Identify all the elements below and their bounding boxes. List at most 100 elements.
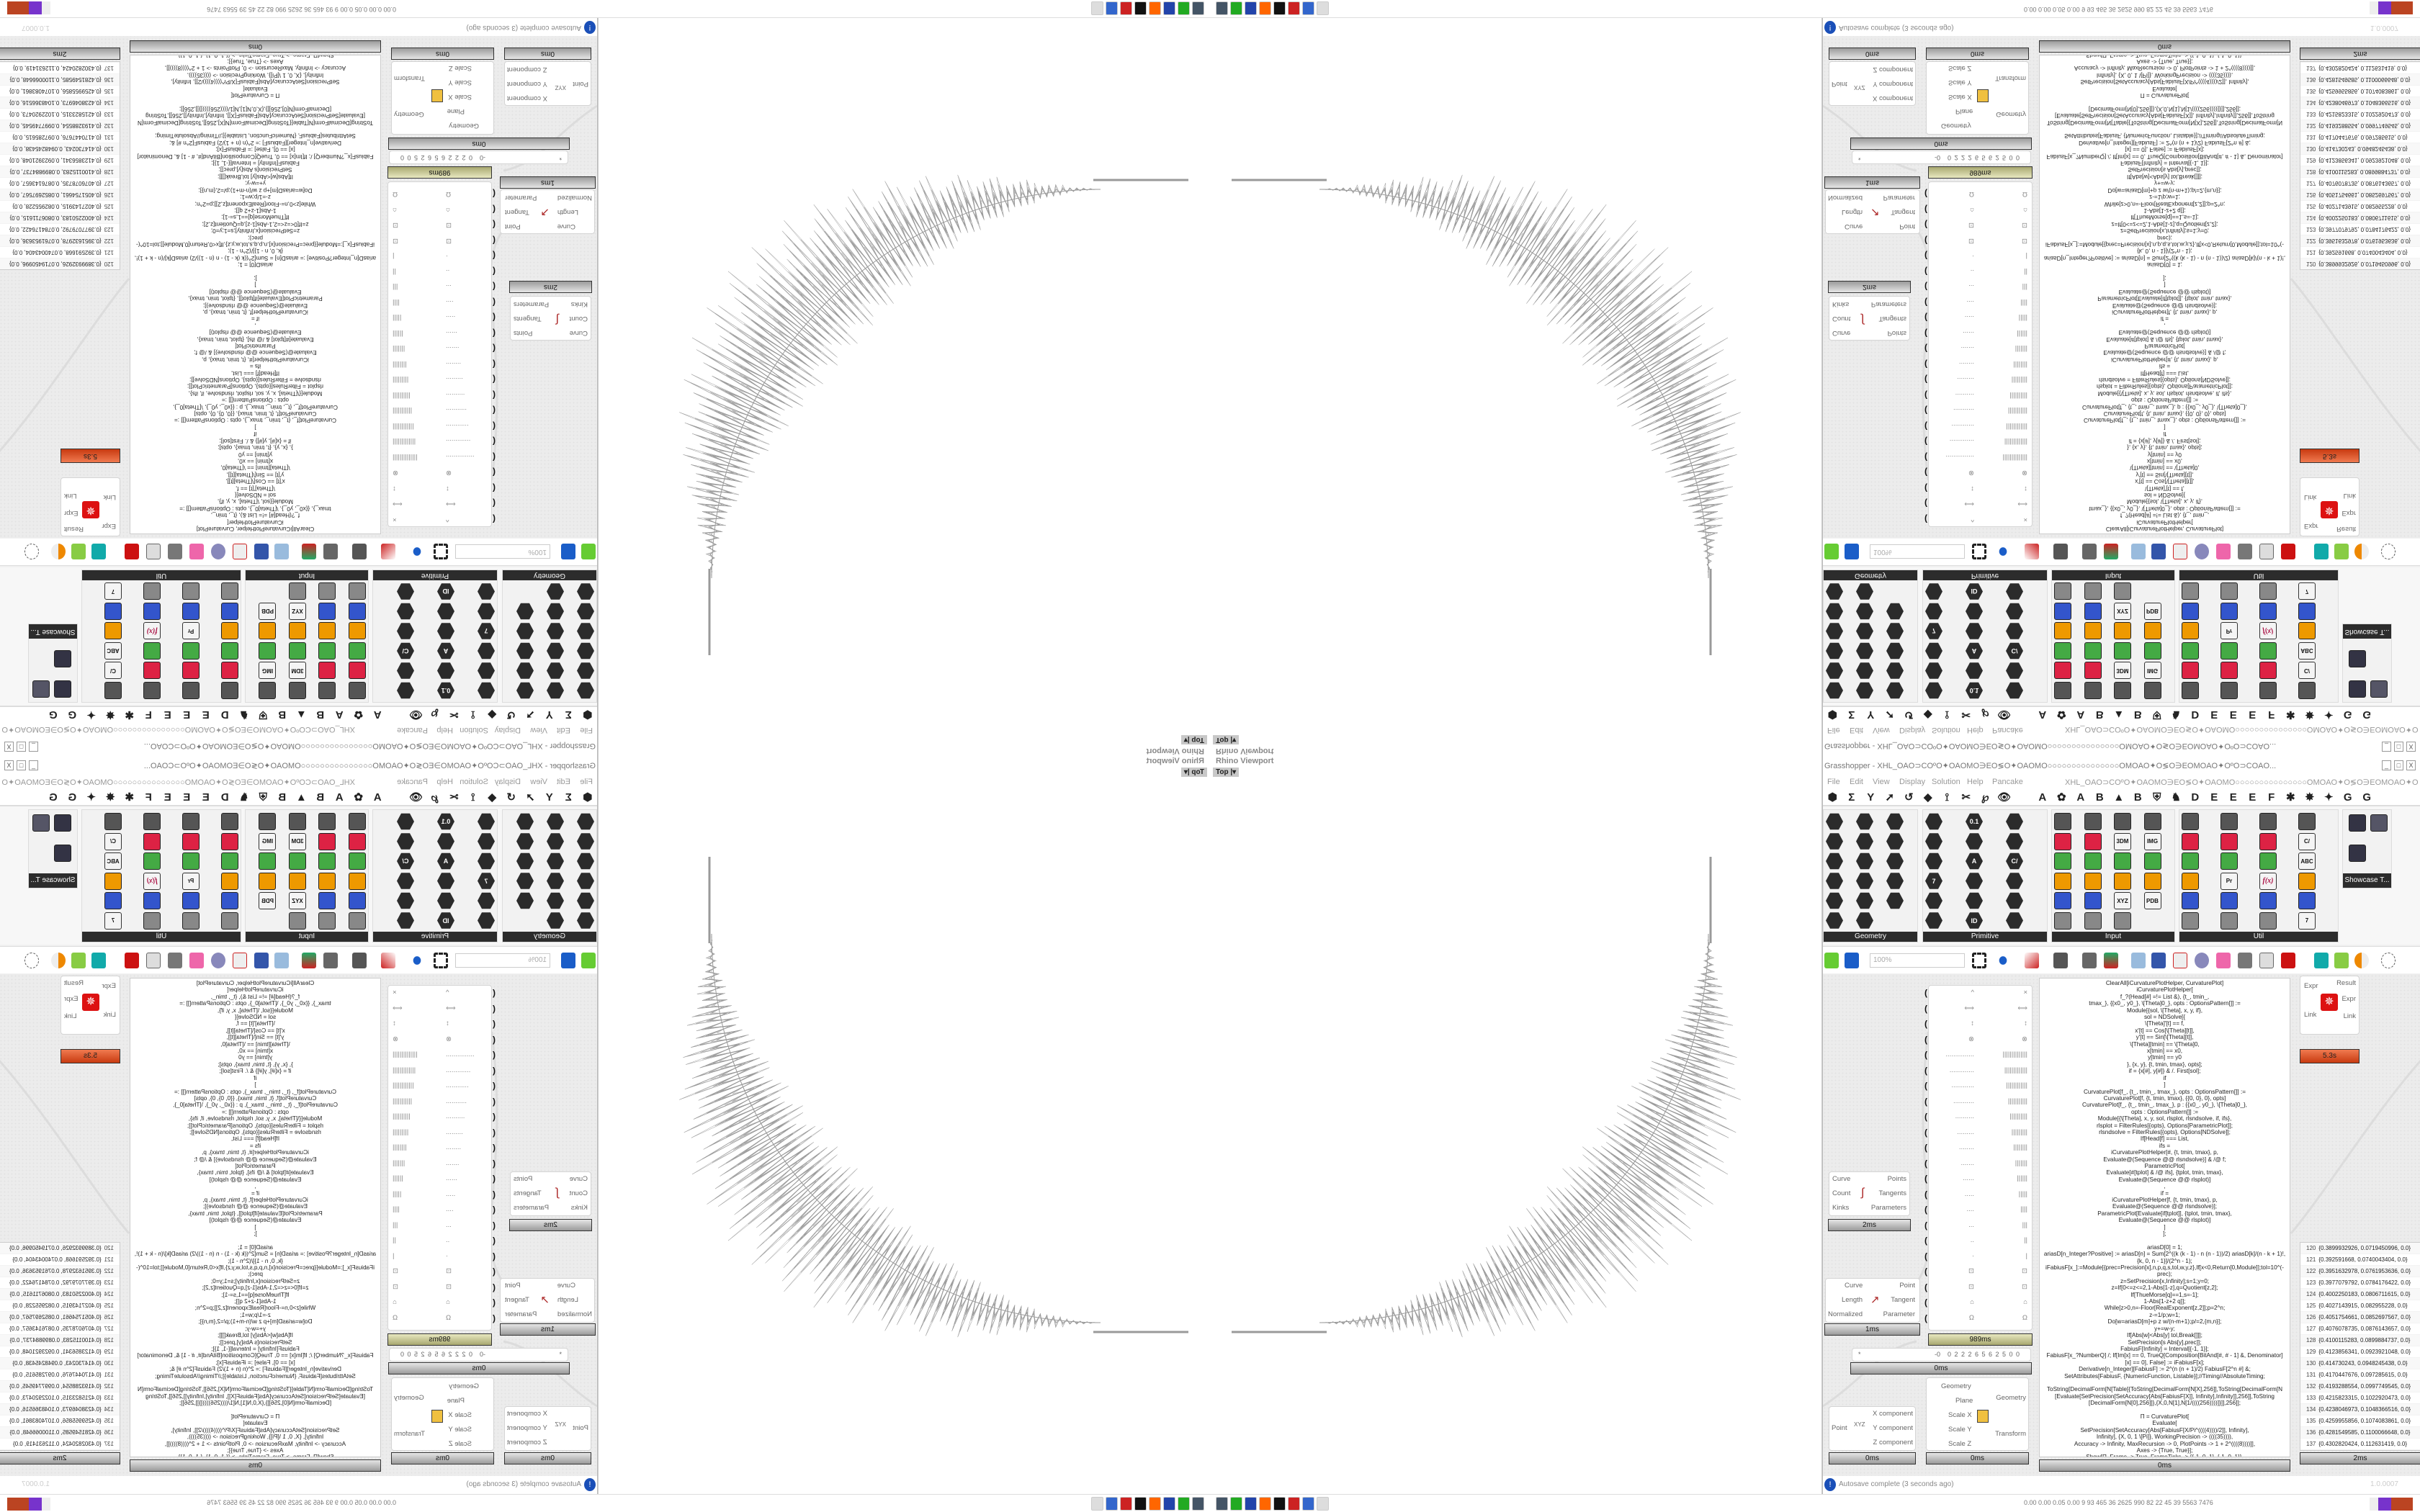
preview-eye-icon[interactable] [410,953,424,968]
input-scale-x[interactable]: Scale X [448,93,472,101]
maximize-button[interactable]: □ [17,742,26,752]
7-icon[interactable]: 7 [2298,912,2316,930]
tab-28[interactable]: G [2362,791,2372,804]
star-icon[interactable] [1925,662,1942,680]
close-button[interactable]: X [4,742,14,752]
inkscape-icon[interactable] [1134,1497,1147,1511]
input-grip[interactable]: ( [1924,421,1927,431]
mesh-icon[interactable] [1856,833,1873,850]
maximize-button[interactable]: □ [2394,742,2403,752]
magnet-icon[interactable] [221,832,238,850]
window-icon[interactable] [233,544,247,559]
tree-icon[interactable] [2006,833,2023,850]
branch-icon[interactable] [2006,583,2023,600]
graph-icon[interactable] [1925,603,1942,620]
tab-4[interactable]: ↺ [1904,791,1914,804]
matrix-icon[interactable] [1925,642,1942,660]
input-grip[interactable]: ( [1924,343,1927,354]
output-z[interactable]: Z component [1873,66,1913,73]
eye-icon[interactable] [2182,603,2199,620]
number-slider[interactable]: * -0 0 2 2 2 6 5 6 2 5 0 0 [389,150,568,164]
input-grip[interactable]: ( [493,467,496,478]
gha-icon[interactable] [2151,953,2166,968]
hex-grid-icon[interactable] [397,813,414,830]
output-point[interactable]: Point [505,1282,521,1290]
minimize-button[interactable]: _ [29,742,38,752]
divide-curve-component[interactable]: Curve Count Kinks Points Tangents Parame… [510,296,591,341]
output-point[interactable]: Point [1899,222,1915,230]
axes-icon[interactable] [2104,953,2118,968]
menu-help[interactable]: Help [436,726,453,734]
input-length[interactable]: Length [557,208,578,216]
input-grip[interactable]: ( [493,1266,496,1277]
arrow-outline-icon[interactable] [2220,852,2238,870]
id-icon[interactable]: ID [1966,583,1983,600]
input-grip[interactable]: ( [493,1143,496,1153]
0x1-icon[interactable]: 0.1 [437,682,454,699]
tab-24[interactable]: ✱ [125,708,135,721]
arrow-icon[interactable] [221,642,238,660]
cross-icon[interactable] [1886,682,1904,699]
button-icon[interactable] [2054,642,2071,660]
output-tangents[interactable]: Tangents [1878,315,1906,323]
tree-icon[interactable] [182,582,200,600]
menu-view[interactable]: View [1873,726,1890,734]
pdb-icon[interactable]: PDB [2143,892,2161,909]
input-grip[interactable]: ( [1924,1019,1927,1029]
knob-icon[interactable] [2084,832,2102,850]
gauge-icon[interactable] [2259,852,2277,870]
new-file-icon[interactable] [1824,544,1839,559]
cherries-icon[interactable] [221,682,238,699]
tab-12[interactable]: ✿ [354,791,364,804]
tab-5[interactable]: ◆ [488,708,497,721]
brep-icon[interactable] [547,813,564,830]
no-entry-icon[interactable] [2259,662,2277,680]
tab-5[interactable]: ◆ [1923,708,1932,721]
panel-icon[interactable] [289,912,306,930]
tab-1[interactable]: Σ [565,708,572,721]
palette-icon[interactable] [221,582,238,600]
output-transform[interactable]: Transform [1995,1430,2026,1438]
input-grip[interactable]: ( [493,1313,496,1323]
slider-digits[interactable]: 0 2 2 2 6 5 6 2 5 0 0 [1948,1351,2021,1358]
graph-icon[interactable] [1925,892,1942,909]
output-tangents[interactable]: Tangents [1878,1189,1906,1197]
cube-icon[interactable] [1826,682,1843,699]
input-grip[interactable]: ( [1924,1236,1927,1246]
axes-icon[interactable] [2220,813,2238,830]
paint-icon[interactable] [2143,872,2161,890]
img-icon[interactable]: IMG [2143,662,2161,680]
input-grip[interactable]: ( [1924,1297,1927,1308]
cluster-icon[interactable] [352,544,367,559]
output-link[interactable]: Link [64,1012,77,1020]
tab-2[interactable]: Y [1867,791,1875,804]
7-icon[interactable]: 7 [478,623,495,640]
swatch-icon[interactable] [2054,872,2071,890]
mesh-net-icon[interactable] [1856,892,1873,909]
render-icon[interactable] [2281,544,2295,559]
menu-edit[interactable]: Edit [1850,778,1863,786]
input-count[interactable]: Count [1832,315,1851,323]
wolfram-icon[interactable] [1120,1497,1132,1511]
tab-13[interactable]: A [2076,791,2085,804]
tab-2[interactable]: Y [545,791,553,804]
box-icon[interactable] [577,642,594,660]
tab-1[interactable]: Σ [1848,708,1855,721]
input-normalized[interactable]: Normalized [557,194,592,202]
input-curve[interactable]: Curve [569,1175,588,1183]
input-curve[interactable]: Curve [557,222,575,230]
orbit-icon[interactable] [349,912,366,930]
output-points[interactable]: Points [1887,1175,1906,1183]
tab-20[interactable]: E [2210,708,2218,721]
deconstruct-point-component[interactable]: Point X component Y component Z componen… [504,61,591,106]
render-icon[interactable] [125,544,139,559]
input-grip[interactable]: ( [1924,266,1927,276]
3dm-icon[interactable]: 3DM [289,662,306,680]
input-grip[interactable]: ( [493,514,496,524]
output-y[interactable]: Y component [507,1424,547,1432]
tab-25[interactable]: ✸ [2305,791,2315,804]
preview-eye-icon[interactable] [1996,953,2010,968]
firefox-icon[interactable] [1259,1,1271,15]
gha-icon[interactable] [2151,544,2166,559]
tab-18[interactable]: ♞ [2171,791,2181,804]
